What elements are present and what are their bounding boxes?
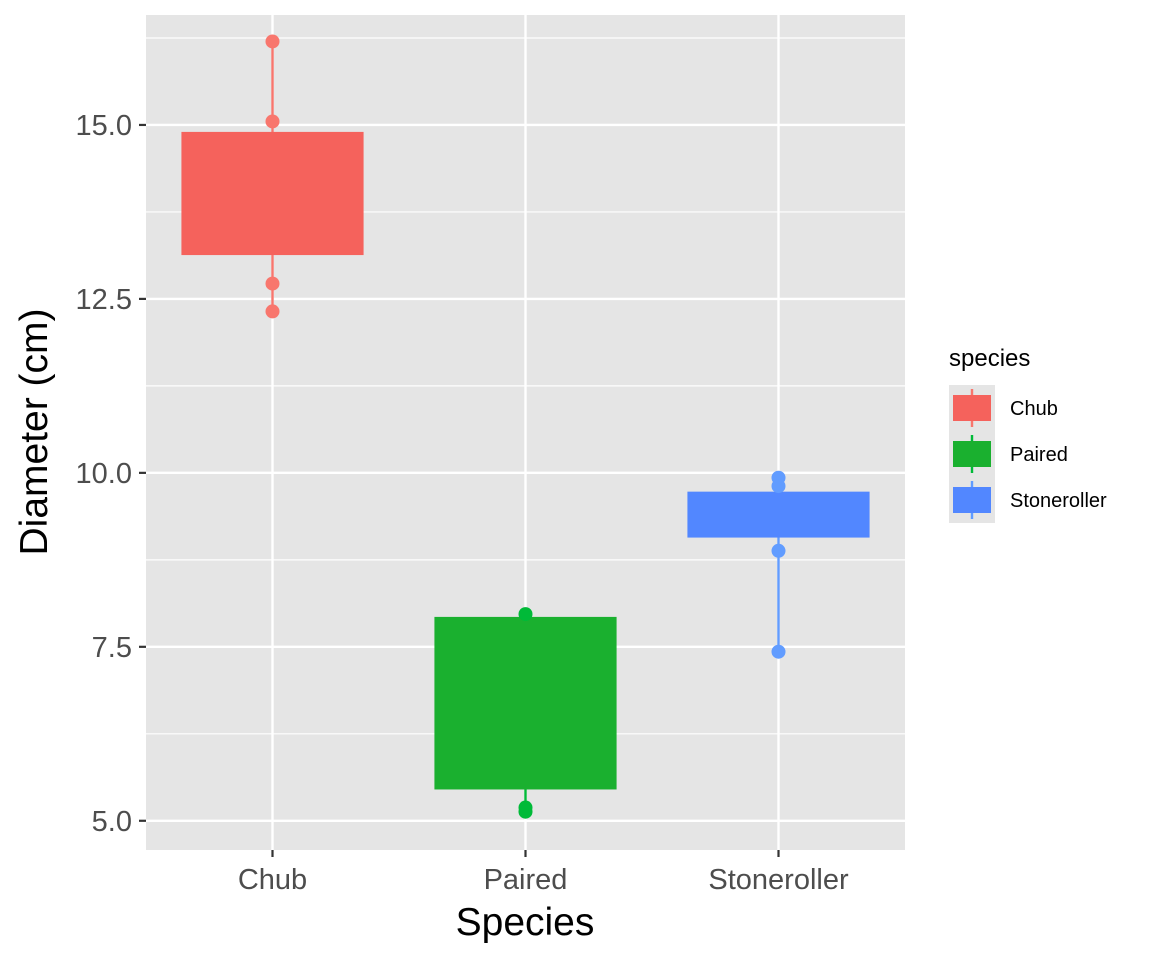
series-chub: [181, 34, 364, 319]
legend-label: Paired: [1010, 444, 1068, 466]
legend-item-stoneroller: Stoneroller: [949, 477, 1107, 523]
x-tick-label: Chub: [238, 864, 307, 896]
data-point: [265, 304, 280, 319]
y-axis-title: Diameter (cm): [13, 308, 56, 555]
box: [687, 491, 870, 538]
legend-item-paired: Paired: [949, 431, 1068, 477]
data-point: [518, 607, 533, 622]
box: [434, 616, 617, 790]
y-tick-label: 15.0: [76, 110, 132, 142]
data-point: [265, 276, 280, 291]
data-point: [771, 479, 786, 494]
data-point: [265, 34, 280, 49]
data-point: [771, 644, 786, 659]
x-tick-label: Paired: [484, 864, 568, 896]
x-tick-label: Stoneroller: [708, 864, 849, 896]
series-stoneroller: [687, 470, 870, 659]
legend-key-box: [953, 441, 991, 467]
data-marks: [181, 34, 870, 819]
y-tick-label: 10.0: [76, 458, 132, 490]
y-axis: 5.0 7.5 10.0 12.5 15.0: [76, 110, 146, 838]
legend-label: Stoneroller: [1010, 490, 1107, 512]
legend: species Chub Paired Stoneroller: [949, 345, 1107, 523]
series-paired: [434, 607, 617, 819]
y-tick-label: 12.5: [76, 284, 132, 316]
legend-item-chub: Chub: [949, 385, 1058, 431]
legend-key-box: [953, 395, 991, 421]
data-point: [771, 543, 786, 558]
y-tick-label: 7.5: [92, 632, 132, 664]
legend-label: Chub: [1010, 398, 1058, 420]
x-axis: Chub Paired Stoneroller: [238, 850, 849, 896]
box: [181, 131, 364, 256]
y-tick-label: 5.0: [92, 806, 132, 838]
x-axis-title: Species: [456, 901, 595, 944]
legend-title: species: [949, 345, 1030, 372]
data-point: [265, 114, 280, 129]
data-point: [518, 804, 533, 819]
legend-key-box: [953, 487, 991, 513]
